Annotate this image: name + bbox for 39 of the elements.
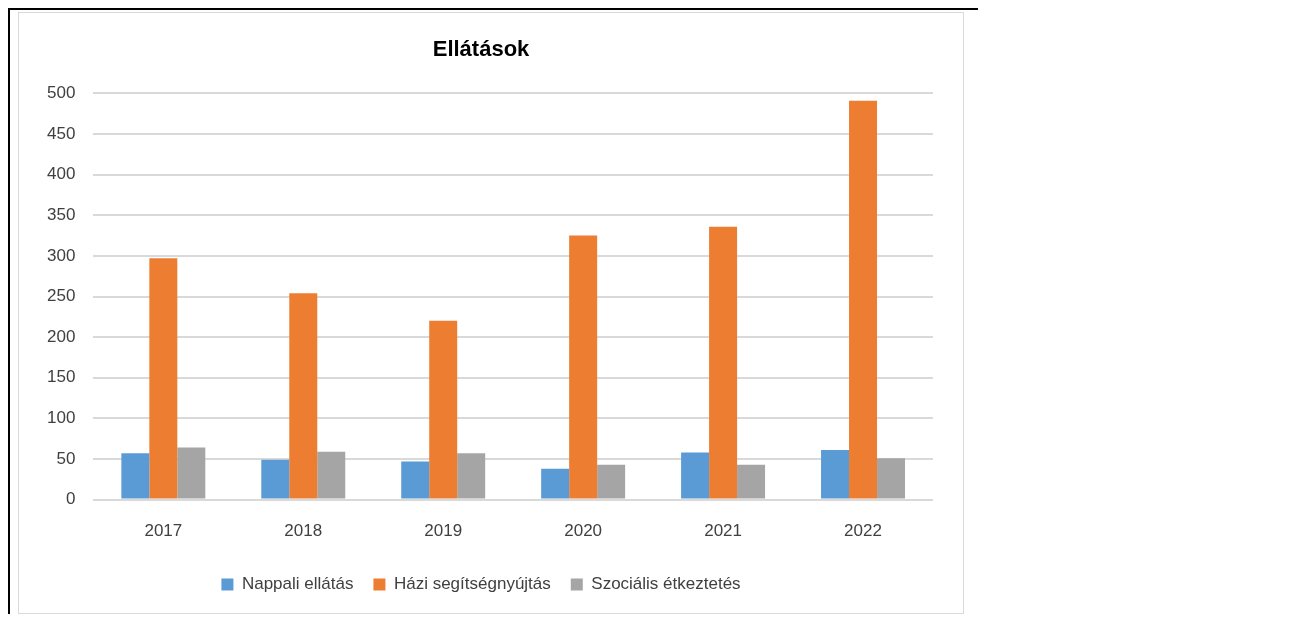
bar (429, 320, 458, 499)
bar (121, 453, 150, 499)
y-tick-label: 500 (46, 83, 76, 103)
bar (737, 464, 766, 499)
y-tick-label: 350 (46, 204, 76, 224)
y-tick-label: 200 (46, 326, 76, 346)
y-tick-label: 100 (46, 408, 76, 428)
y-tick-label: 250 (46, 286, 76, 306)
bar (541, 468, 570, 499)
bar (401, 461, 430, 499)
bar (849, 100, 878, 499)
x-tick-label: 2022 (844, 521, 882, 541)
bar (261, 459, 290, 499)
x-tick-label: 2018 (284, 521, 323, 541)
y-tick-label: 450 (46, 123, 76, 143)
y-tick-label: 300 (46, 245, 76, 265)
x-tick-label: 2019 (424, 521, 463, 541)
x-tick-label: 2017 (144, 521, 183, 541)
bar (289, 293, 318, 499)
y-tick-label: 400 (46, 164, 76, 184)
y-tick-label: 50 (56, 448, 76, 468)
bar (709, 226, 738, 499)
bar (457, 453, 486, 499)
y-tick-label: 0 (65, 489, 76, 509)
chart-title: Ellátások (432, 36, 531, 62)
bar (681, 452, 710, 499)
legend-label: Házi segítségnyújtás (393, 574, 551, 594)
legend-label: Szociális étkeztetés (591, 574, 741, 594)
bar (569, 235, 598, 499)
x-tick-label: 2020 (564, 521, 603, 541)
bar (149, 258, 178, 499)
bar (177, 447, 206, 499)
y-tick-label: 150 (46, 367, 76, 387)
bar (597, 464, 626, 499)
bar (317, 451, 346, 499)
legend-label: Nappali ellátás (241, 574, 354, 594)
bar (821, 450, 850, 499)
bar (877, 458, 906, 499)
x-tick-label: 2021 (704, 521, 743, 541)
